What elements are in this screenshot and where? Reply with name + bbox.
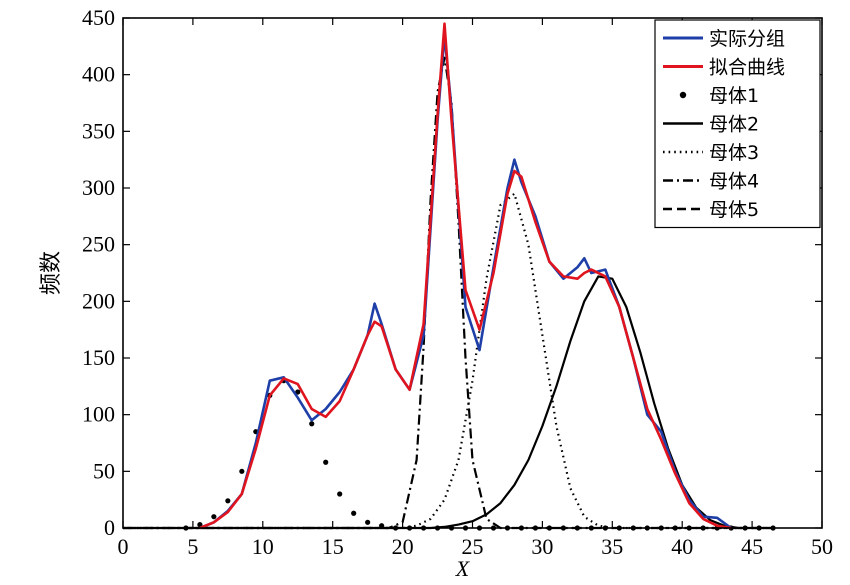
y-tick-label: 100 <box>82 402 115 427</box>
series-3-point <box>225 498 231 504</box>
series-5-line <box>123 192 774 530</box>
ticks-layer: 0 5 10 15 20 25 30 35 40 45 50 0 50 100 150 200 250 300 35… <box>82 5 833 559</box>
series-3-point <box>295 389 301 395</box>
series-3-point <box>323 459 329 465</box>
legend-item-7-label: 母体5 <box>709 199 759 221</box>
y-tick-label: 150 <box>82 345 115 370</box>
x-tick-label: 50 <box>811 534 833 559</box>
legend-item-1-label: 实际分组 <box>709 28 785 50</box>
x-tick-label: 45 <box>741 534 763 559</box>
series-3-points <box>183 378 776 531</box>
legend-item-4-label: 母体2 <box>709 114 759 136</box>
x-tick-label: 30 <box>531 534 553 559</box>
y-tick-label: 400 <box>82 62 115 87</box>
series-6-line <box>123 56 774 530</box>
series-3-point <box>365 519 371 525</box>
series-3-point <box>337 491 343 497</box>
series-2-line <box>199 22 732 530</box>
x-axis-label: X <box>455 556 471 581</box>
x-tick-label: 40 <box>671 534 693 559</box>
x-tick-label: 5 <box>187 534 198 559</box>
legend-item-5-label: 母体3 <box>709 142 759 164</box>
x-tick-label: 0 <box>118 534 129 559</box>
legend-item-3-swatch <box>679 91 687 99</box>
y-tick-label: 50 <box>93 458 115 483</box>
series-3-point <box>197 522 203 528</box>
series-3-point <box>309 421 315 427</box>
series-3-point <box>239 468 245 474</box>
x-tick-label: 10 <box>252 534 274 559</box>
x-tick-label: 35 <box>601 534 623 559</box>
y-tick-label: 450 <box>82 5 115 30</box>
legend-item-2-label: 拟合曲线 <box>709 57 785 79</box>
y-tick-label: 300 <box>82 175 115 200</box>
x-tick-label: 15 <box>322 534 344 559</box>
y-axis-label: 频数 <box>39 251 64 295</box>
legend-item-3-label: 母体1 <box>709 85 759 107</box>
y-tick-label: 200 <box>82 288 115 313</box>
y-tick-label: 0 <box>104 515 115 540</box>
series-3-point <box>351 510 357 516</box>
legend-item-6-label: 母体4 <box>709 171 759 193</box>
x-tick-label: 20 <box>392 534 414 559</box>
y-tick-label: 250 <box>82 232 115 257</box>
series-3-point <box>211 514 217 520</box>
x-tick-label: 25 <box>462 534 484 559</box>
y-tick-label: 350 <box>82 118 115 143</box>
